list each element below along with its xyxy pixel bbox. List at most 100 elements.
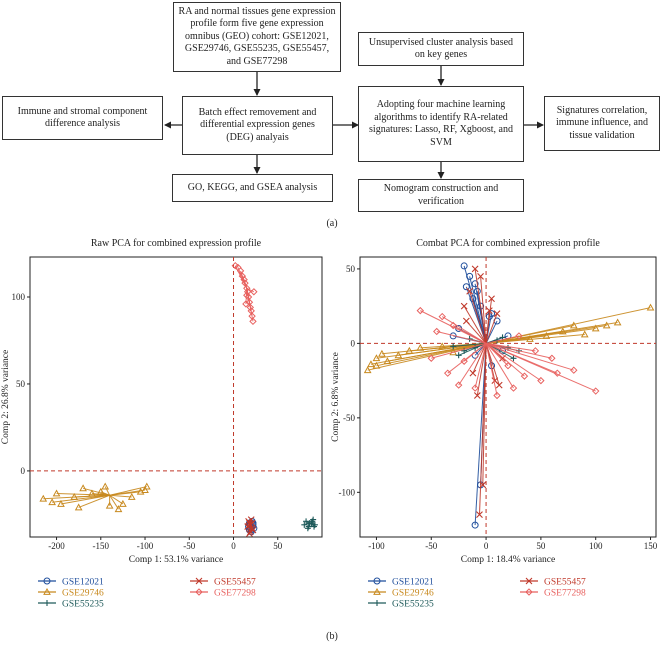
data-point xyxy=(246,521,254,529)
x-tick-label: 150 xyxy=(644,541,658,551)
x-tick-label: -100 xyxy=(368,541,385,551)
spoke-line xyxy=(78,494,110,508)
spoke-line xyxy=(476,343,487,396)
spoke-line xyxy=(469,291,487,344)
legend-marker xyxy=(374,600,380,606)
series-GSE55457 xyxy=(460,265,506,519)
data-point xyxy=(558,327,567,335)
x-tick-label: -50 xyxy=(425,541,437,551)
legend-label: GSE55235 xyxy=(62,600,104,610)
data-point xyxy=(471,521,479,529)
data-point xyxy=(542,331,551,339)
legend-marker xyxy=(43,577,51,585)
spoke-line xyxy=(431,342,487,359)
data-point xyxy=(569,321,578,329)
legend-label: GSE77298 xyxy=(214,589,256,599)
x-tick-label: 0 xyxy=(231,541,236,551)
spoke-line xyxy=(469,276,487,344)
data-point xyxy=(303,518,310,525)
data-point xyxy=(466,272,474,280)
spoke-line xyxy=(474,343,487,389)
spoke-line xyxy=(486,333,585,344)
data-point xyxy=(580,330,589,338)
legend-label: GSE55235 xyxy=(392,600,434,610)
data-point xyxy=(460,302,468,310)
data-point xyxy=(443,369,452,377)
spoke-line xyxy=(485,342,596,392)
spoke-line xyxy=(485,313,498,344)
chart-title: Raw PCA for combined expression profile xyxy=(91,238,262,249)
spoke-line xyxy=(453,342,487,347)
spoke-line xyxy=(480,276,487,344)
data-point xyxy=(236,267,245,275)
data-point xyxy=(591,387,600,395)
plot-frame xyxy=(359,256,657,538)
signature-validation-box: Signatures correlation, immune influence… xyxy=(544,96,660,151)
data-point xyxy=(479,481,487,489)
data-point xyxy=(52,489,61,497)
data-point xyxy=(246,303,255,312)
spoke-line xyxy=(458,343,487,386)
legend-label: GSE29746 xyxy=(392,589,434,599)
data-point xyxy=(372,354,381,362)
x-tick-label: 100 xyxy=(589,541,603,551)
data-point xyxy=(240,275,248,284)
data-point xyxy=(493,310,501,317)
data-point xyxy=(88,489,96,497)
data-point xyxy=(416,343,425,351)
x-tick-label: 50 xyxy=(273,541,283,551)
y-axis-label: Comp 2: 26.8% variance xyxy=(1,350,11,444)
y-tick-label: -100 xyxy=(339,487,356,497)
data-point xyxy=(242,300,250,308)
data-point xyxy=(526,334,534,342)
spoke-line xyxy=(485,343,498,396)
go-kegg-gsea-box: GO, KEGG, and GSEA analysis xyxy=(172,174,333,202)
spoke-line xyxy=(60,494,110,505)
data-point xyxy=(141,486,149,493)
data-point xyxy=(311,523,318,530)
spoke-line xyxy=(436,330,487,344)
data-point xyxy=(363,366,372,374)
y-tick-label: 50 xyxy=(346,264,356,274)
data-point xyxy=(602,321,611,329)
data-point xyxy=(70,492,79,500)
x-axis-label: Comp 1: 18.4% variance xyxy=(461,555,555,565)
data-point xyxy=(450,343,457,350)
machine-learning-box: Adopting four machine learning algorithm… xyxy=(358,86,524,162)
spoke-line xyxy=(452,325,487,344)
data-point xyxy=(553,369,562,377)
series-GSE77298 xyxy=(416,306,600,400)
legend-label: GSE77298 xyxy=(544,589,586,599)
legend-marker xyxy=(43,587,51,595)
data-point xyxy=(504,362,512,370)
data-point xyxy=(548,354,556,362)
spoke-line xyxy=(398,342,487,356)
data-point xyxy=(570,366,578,374)
spoke-line xyxy=(447,342,487,374)
y-tick-label: 50 xyxy=(16,379,26,389)
data-point xyxy=(367,360,375,368)
x-tick-label: 50 xyxy=(536,541,546,551)
data-point xyxy=(454,381,463,389)
legend-marker xyxy=(373,577,381,585)
data-point xyxy=(405,346,414,354)
spoke-line xyxy=(104,486,111,496)
legend-label: GSE55457 xyxy=(544,578,586,588)
data-point xyxy=(243,284,251,293)
data-point xyxy=(433,327,441,336)
x-tick-label: -200 xyxy=(48,541,65,551)
spoke-line xyxy=(485,343,514,389)
x-tick-label: -150 xyxy=(93,541,110,551)
legend-label: GSE55457 xyxy=(214,578,256,588)
data-point xyxy=(250,288,258,296)
spoke-line xyxy=(485,343,525,377)
data-point xyxy=(462,317,470,325)
data-point xyxy=(249,526,257,534)
batch-deg-box: Batch effect removement and differential… xyxy=(182,96,333,155)
x-tick-label: -50 xyxy=(183,541,195,551)
series-GSE77298 xyxy=(231,261,258,326)
data-point xyxy=(416,306,425,315)
cluster-analysis-box: Unsupervised cluster analysis based on k… xyxy=(358,32,524,66)
data-point xyxy=(304,525,311,532)
series-GSE55235 xyxy=(301,516,318,532)
